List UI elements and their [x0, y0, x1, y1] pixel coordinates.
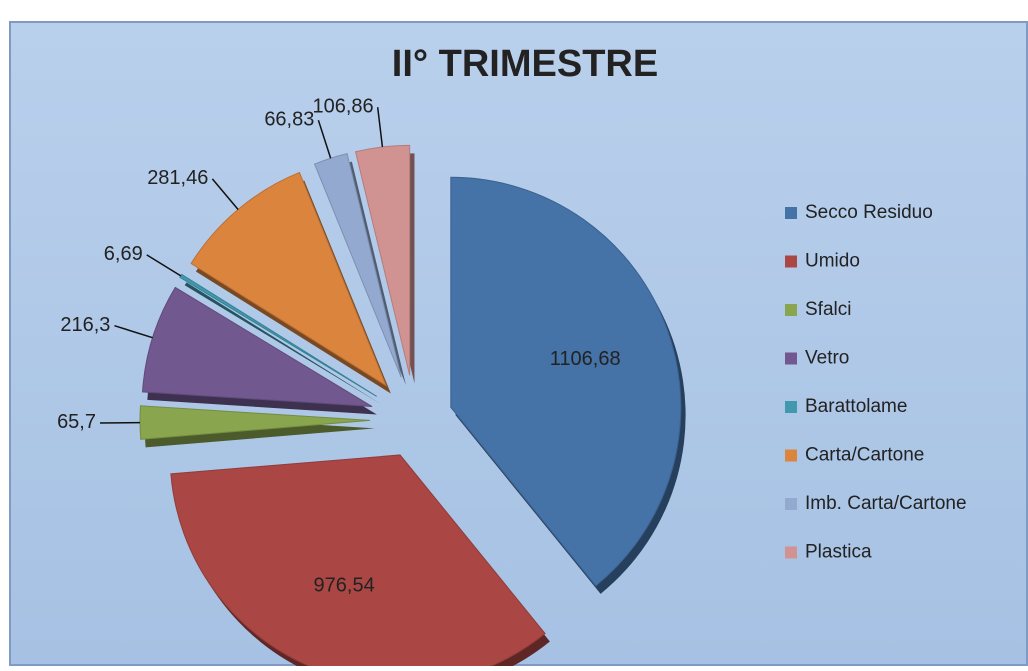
data-label: 216,3	[60, 314, 110, 336]
legend-swatch	[785, 304, 797, 316]
data-label: 65,7	[57, 411, 96, 433]
data-label: 6,69	[104, 243, 143, 265]
data-label: 281,46	[147, 167, 208, 189]
legend-swatch	[785, 498, 797, 510]
legend-label: Plastica	[805, 542, 872, 563]
legend-label: Umido	[805, 251, 860, 272]
legend-label: Barattolame	[805, 396, 907, 417]
legend-swatch	[785, 401, 797, 413]
legend-label: Vetro	[805, 348, 849, 369]
legend-label: Secco Residuo	[805, 202, 933, 223]
data-label: 1106,68	[550, 348, 621, 370]
legend-swatch	[785, 256, 797, 268]
legend-swatch	[785, 353, 797, 365]
legend-label: Sfalci	[805, 299, 851, 320]
legend-swatch	[785, 207, 797, 219]
legend-swatch	[785, 450, 797, 462]
legend-swatch	[785, 547, 797, 559]
legend-label: Imb. Carta/Cartone	[805, 493, 967, 514]
chart-title: II° TRIMESTRE	[392, 43, 658, 85]
data-label: 976,54	[314, 574, 375, 596]
legend-label: Carta/Cartone	[805, 445, 924, 466]
data-label: 106,86	[313, 95, 374, 117]
data-label: 66,83	[264, 108, 314, 130]
